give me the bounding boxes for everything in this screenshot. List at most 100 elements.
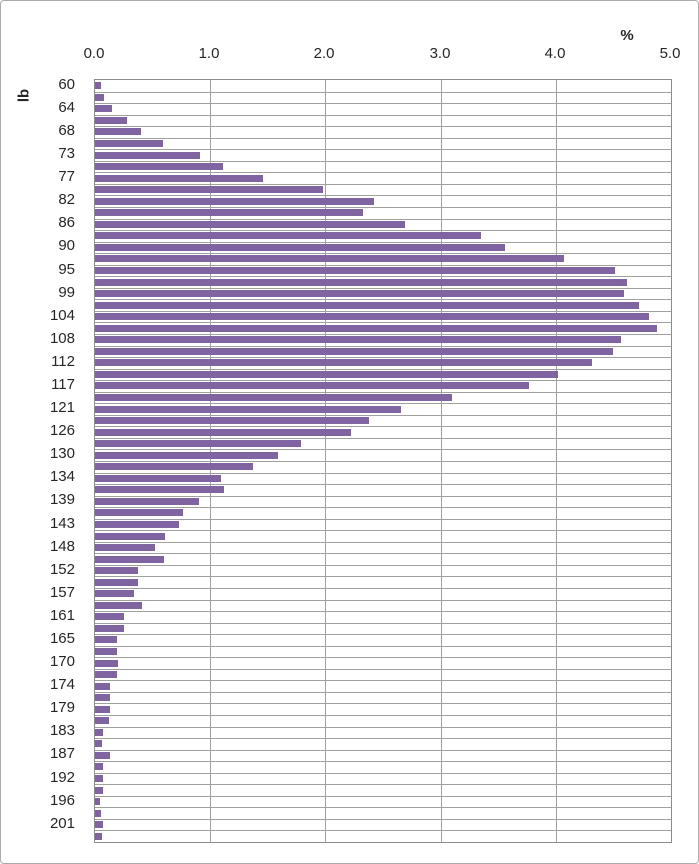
bar — [95, 763, 103, 770]
horizontal-gridline — [95, 172, 671, 173]
y-tick-label: 148 — [49, 538, 75, 555]
horizontal-gridline — [95, 207, 671, 208]
bar — [95, 475, 221, 482]
bar — [95, 429, 351, 436]
horizontal-gridline — [95, 403, 671, 404]
horizontal-gridline — [95, 346, 671, 347]
horizontal-gridline — [95, 807, 671, 808]
bar — [95, 417, 369, 424]
y-tick-label: 117 — [51, 376, 75, 393]
x-tick-label: 2.0 — [313, 45, 335, 62]
horizontal-gridline — [95, 553, 671, 554]
horizontal-gridline — [95, 438, 671, 439]
bar — [95, 706, 110, 713]
bar — [95, 348, 613, 355]
bar — [95, 787, 103, 794]
horizontal-gridline — [95, 149, 671, 150]
horizontal-gridline — [95, 507, 671, 508]
y-tick-label: 112 — [51, 353, 75, 370]
y-tick-label: 187 — [49, 745, 75, 762]
horizontal-gridline — [95, 611, 671, 612]
bar — [95, 452, 278, 459]
bar — [95, 82, 101, 89]
bar — [95, 117, 127, 124]
horizontal-gridline — [95, 334, 671, 335]
x-tick-label: 0.0 — [83, 45, 105, 62]
horizontal-gridline — [95, 727, 671, 728]
y-tick-label: 104 — [49, 307, 75, 324]
bar — [95, 302, 639, 309]
bar — [95, 128, 141, 135]
horizontal-gridline — [95, 299, 671, 300]
y-tick-label: 157 — [49, 584, 75, 601]
horizontal-gridline — [95, 496, 671, 497]
bar — [95, 498, 199, 505]
horizontal-gridline — [95, 576, 671, 577]
horizontal-gridline — [95, 830, 671, 831]
horizontal-gridline — [95, 219, 671, 220]
y-tick-label: 108 — [49, 330, 75, 347]
bar — [95, 694, 110, 701]
bar — [95, 798, 100, 805]
bar — [95, 371, 558, 378]
y-tick-label: 201 — [49, 815, 75, 832]
bar — [95, 602, 142, 609]
bar — [95, 140, 163, 147]
y-tick-label: 73 — [58, 145, 75, 162]
horizontal-gridline — [95, 715, 671, 716]
bar — [95, 509, 183, 516]
x-tick-label: 5.0 — [659, 45, 681, 62]
y-tick-label: 130 — [49, 445, 75, 462]
bar — [95, 821, 103, 828]
bar — [95, 406, 401, 413]
horizontal-gridline — [95, 161, 671, 162]
horizontal-gridline — [95, 449, 671, 450]
horizontal-gridline — [95, 530, 671, 531]
horizontal-gridline — [95, 542, 671, 543]
bar — [95, 279, 627, 286]
bar — [95, 198, 374, 205]
horizontal-gridline — [95, 773, 671, 774]
horizontal-gridline — [95, 634, 671, 635]
horizontal-gridline — [95, 103, 671, 104]
horizontal-gridline — [95, 646, 671, 647]
horizontal-gridline — [95, 92, 671, 93]
bar — [95, 486, 224, 493]
bar — [95, 325, 657, 332]
bar — [95, 740, 102, 747]
horizontal-gridline — [95, 565, 671, 566]
y-tick-label: 165 — [49, 630, 75, 647]
horizontal-gridline — [95, 322, 671, 323]
y-tick-label: 196 — [49, 792, 75, 809]
bar — [95, 394, 452, 401]
y-tick-label: 77 — [58, 168, 75, 185]
y-tick-label: 99 — [58, 284, 75, 301]
horizontal-gridline — [95, 484, 671, 485]
x-tick-label: 4.0 — [544, 45, 566, 62]
horizontal-gridline — [95, 680, 671, 681]
y-tick-label: 174 — [49, 676, 75, 693]
y-tick-label: 68 — [58, 122, 75, 139]
bar — [95, 729, 103, 736]
bar — [95, 105, 112, 112]
bar — [95, 579, 138, 586]
bar — [95, 660, 118, 667]
horizontal-gridline — [95, 265, 671, 266]
horizontal-gridline — [95, 588, 671, 589]
bar — [95, 636, 117, 643]
bar — [95, 752, 110, 759]
horizontal-gridline — [95, 230, 671, 231]
horizontal-gridline — [95, 380, 671, 381]
y-tick-label: 170 — [49, 653, 75, 670]
horizontal-gridline — [95, 657, 671, 658]
horizontal-gridline — [95, 392, 671, 393]
bar — [95, 290, 624, 297]
horizontal-gridline — [95, 276, 671, 277]
bar — [95, 521, 179, 528]
bar — [95, 221, 405, 228]
horizontal-gridline — [95, 369, 671, 370]
horizontal-gridline — [95, 600, 671, 601]
y-tick-label: 139 — [49, 491, 75, 508]
y-tick-label: 60 — [58, 76, 75, 93]
